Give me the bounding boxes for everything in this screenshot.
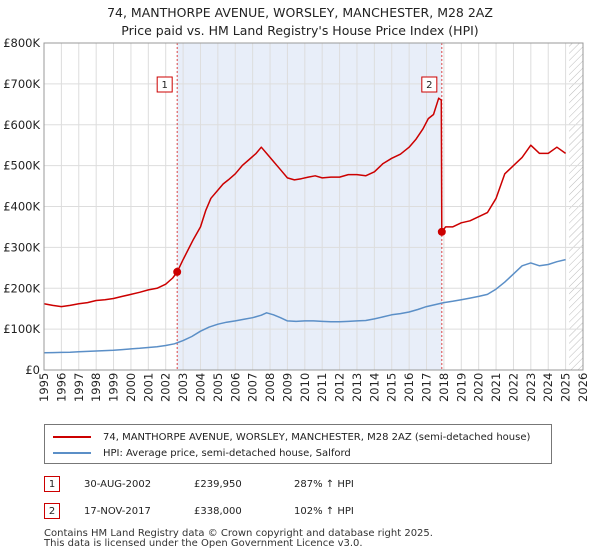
sale-date: 30-AUG-2002 (84, 478, 152, 490)
legend-swatch-hpi (53, 452, 91, 454)
x-tick-label: 2011 (315, 373, 329, 402)
title-line-1: 74, MANTHORPE AVENUE, WORSLEY, MANCHESTE… (107, 5, 493, 20)
plot-frame (43, 42, 584, 371)
x-tick-label: 2024 (541, 373, 555, 402)
x-tick-label: 2017 (420, 373, 434, 402)
x-tick-label: 2003 (176, 373, 190, 402)
x-tick-label: 2015 (385, 373, 399, 402)
x-tick-label: 2010 (298, 373, 312, 402)
sale-hpi-change: 102% ↑ HPI (294, 505, 354, 517)
x-tick-label: 2000 (124, 373, 138, 402)
x-tick-label: 2025 (559, 373, 573, 402)
x-tick-label: 2004 (193, 373, 207, 402)
x-tick-label: 2009 (280, 373, 294, 402)
x-tick-label: 2001 (141, 373, 155, 402)
x-tick-label: 2002 (159, 373, 173, 402)
x-tick-label: 2021 (489, 373, 503, 402)
x-tick-label: 2005 (211, 373, 225, 402)
legend-swatch-property (53, 436, 91, 438)
footer-line-1: Contains HM Land Registry data © Crown c… (44, 528, 433, 539)
x-tick-label: 1996 (54, 373, 68, 402)
y-tick-label: £100K (3, 322, 40, 336)
x-tick-label: 2026 (576, 373, 590, 402)
hpi-line (43, 258, 566, 354)
y-tick-label: £400K (3, 200, 40, 214)
x-tick-label: 2014 (367, 373, 381, 402)
legend-label-property: 74, MANTHORPE AVENUE, WORSLEY, MANCHESTE… (103, 431, 531, 443)
chart-title: 74, MANTHORPE AVENUE, WORSLEY, MANCHESTE… (0, 4, 600, 40)
sale-label: 1 (161, 80, 167, 91)
footer-attribution: Contains HM Land Registry data © Crown c… (44, 529, 433, 549)
price-chart: 1 2 £0 £100K £200K £300K £400K £500K £600K £700K £… (3, 36, 590, 402)
footer-line-2: This data is licensed under the Open Gov… (44, 538, 363, 549)
x-tick-label: 2023 (524, 373, 538, 402)
x-tick-label: 2020 (472, 373, 486, 402)
x-tick-label: 1995 (37, 373, 51, 402)
sale-marker-badge: 1 (44, 476, 60, 492)
sale-row: 1 30-AUG-2002 £239,950 287% ↑ HPI (44, 475, 354, 493)
y-tick-label: £800K (3, 36, 40, 50)
title-line-2: Price paid vs. HM Land Registry's House … (121, 23, 479, 38)
x-tick-label: 2022 (506, 373, 520, 402)
y-tick-label: £200K (3, 281, 40, 295)
sale-date: 17-NOV-2017 (84, 505, 151, 517)
x-tick-label: 2016 (402, 373, 416, 402)
sale-price: £239,950 (194, 478, 242, 490)
x-tick-label: 2007 (246, 373, 260, 402)
x-tick-label: 2006 (228, 373, 242, 402)
legend-label-hpi: HPI: Average price, semi-detached house,… (103, 447, 351, 459)
legend-item-hpi: HPI: Average price, semi-detached house,… (53, 446, 351, 460)
sale-point (173, 267, 182, 276)
x-tick-label: 2019 (454, 373, 468, 402)
x-tick-label: 1999 (107, 373, 121, 402)
y-tick-label: £600K (3, 118, 40, 132)
x-tick-label: 2013 (350, 373, 364, 402)
x-tick-label: 1997 (72, 373, 86, 402)
y-tick-label: £300K (3, 240, 40, 254)
sale-point (437, 227, 446, 236)
x-tick-label: 2008 (263, 373, 277, 402)
y-tick-label: £700K (3, 77, 40, 91)
sale-label-box (156, 76, 173, 93)
y-tick-label: £0 (25, 363, 40, 377)
sale-row: 2 17-NOV-2017 £338,000 102% ↑ HPI (44, 502, 354, 520)
x-tick-label: 2012 (333, 373, 347, 402)
x-tick-label: 2018 (437, 373, 451, 402)
sale-label: 2 (426, 80, 432, 91)
sale-hpi-change: 287% ↑ HPI (294, 478, 354, 490)
sale-marker-badge: 2 (44, 503, 60, 519)
x-tick-label: 1998 (89, 373, 103, 402)
property-price-line (43, 97, 567, 308)
y-tick-label: £500K (3, 159, 40, 173)
legend-item-property: 74, MANTHORPE AVENUE, WORSLEY, MANCHESTE… (53, 430, 530, 444)
sale-price: £338,000 (194, 505, 242, 517)
sale-label-box (421, 76, 438, 93)
legend: 74, MANTHORPE AVENUE, WORSLEY, MANCHESTE… (44, 424, 552, 464)
